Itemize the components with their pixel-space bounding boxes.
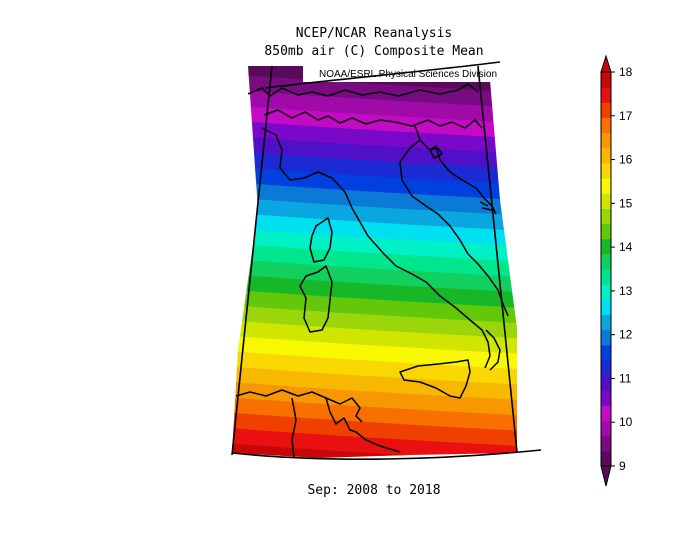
temperature-band [232, 288, 517, 326]
colorbar-tick-label: 9 [619, 459, 626, 473]
colorbar-segment [601, 208, 611, 225]
temperature-band [232, 442, 517, 458]
colorbar-tick-label: 11 [619, 371, 632, 385]
period-label: Sep: 2008 to 2018 [307, 483, 440, 498]
temperature-band [232, 150, 517, 187]
colorbar-tick-label: 18 [619, 65, 633, 79]
colorbar-segment [601, 390, 611, 406]
credit-label: NOAA/ESRL Physical Sciences Division [319, 69, 497, 80]
colorbar-segment [601, 450, 611, 467]
coastlines [235, 83, 509, 459]
colorbar-segment [601, 344, 611, 361]
colorbar-tick-label: 12 [619, 328, 633, 342]
temperature-band [232, 196, 517, 233]
colorbar-segment [601, 329, 611, 346]
northern-border-east [394, 119, 483, 129]
colorbar-segment [601, 102, 611, 119]
temperature-band [232, 304, 517, 341]
temperature-band [232, 181, 517, 218]
colorbar-tick-label: 13 [619, 284, 633, 298]
colorbar-tick-label: 16 [619, 153, 633, 167]
map-domain-boundary [231, 61, 542, 460]
colorbar-top-arrow [600, 54, 612, 73]
temperature-bands [232, 66, 517, 458]
colorbar-segment [601, 178, 611, 194]
temperature-band [232, 104, 517, 141]
tunisia-coast [325, 397, 401, 453]
colorbar-segment [601, 132, 611, 149]
colorbar-segment [601, 253, 611, 270]
italy-heel [485, 329, 501, 371]
temperature-band [232, 88, 517, 126]
temperature-band [232, 396, 517, 433]
colorbar-segment [601, 193, 611, 209]
temperature-band [232, 365, 517, 403]
temperature-band [232, 334, 517, 372]
colorbar-tick-label: 17 [619, 109, 633, 123]
colorbar-segment [601, 87, 611, 103]
colorbar-tick-label: 14 [619, 240, 633, 254]
balkan-coast [419, 139, 497, 215]
sardinia [299, 265, 333, 333]
colorbar-segment [601, 435, 611, 452]
northern-border-inner [263, 109, 396, 125]
colorbar-segment [601, 162, 611, 179]
colorbar-ticks: 9 10 11 12 13 14 15 16 17 18 [611, 65, 633, 473]
temperature-band [232, 227, 517, 264]
colorbar-segment [601, 269, 611, 285]
italy-east-coast [399, 125, 509, 317]
alpine-border [247, 83, 479, 97]
temperature-band [232, 411, 517, 449]
colorbar-bottom-arrow [600, 465, 612, 487]
colorbar-segment [601, 375, 611, 391]
dalmatian-islands [479, 201, 493, 211]
colorbar-tick-label: 15 [619, 196, 633, 210]
colorbar-tick-label: 10 [619, 415, 633, 429]
colorbar-segment [601, 405, 611, 422]
colorbar-segment [601, 223, 611, 240]
title-line-2: 850mb air (C) Composite Mean [264, 44, 483, 59]
temperature-band [232, 273, 517, 310]
north-africa-coast [235, 389, 363, 423]
colorbar-segment [601, 299, 611, 316]
temperature-band [232, 242, 517, 279]
temperature-band [232, 134, 517, 172]
sicily [399, 359, 471, 399]
colorbar-segment [601, 420, 611, 437]
istria [429, 147, 443, 159]
temperature-band [232, 258, 517, 295]
colorbar-segment [601, 117, 611, 134]
colorbar-segments [601, 72, 611, 467]
colorbar-segment [601, 147, 611, 164]
colorbar-segment [601, 314, 611, 331]
temperature-band [232, 165, 517, 203]
temperature-band [232, 350, 517, 387]
colorbar-segment [601, 238, 611, 255]
corsica [309, 217, 333, 263]
temperature-map: NOAA/ESRL Physical Sciences Division [231, 61, 542, 460]
colorbar-segment [601, 359, 611, 376]
italy-west-coast [261, 127, 491, 369]
temperature-band [232, 319, 517, 356]
tunisia-border [291, 397, 297, 459]
colorbar-segment [601, 284, 611, 300]
title-line-1: NCEP/NCAR Reanalysis [296, 26, 453, 41]
temperature-band [232, 381, 517, 418]
colorbar-frame [600, 71, 612, 467]
temperature-band [232, 119, 517, 156]
colorbar: 9 10 11 12 13 14 15 16 17 18 [600, 54, 633, 487]
colorbar-segment [601, 72, 611, 88]
